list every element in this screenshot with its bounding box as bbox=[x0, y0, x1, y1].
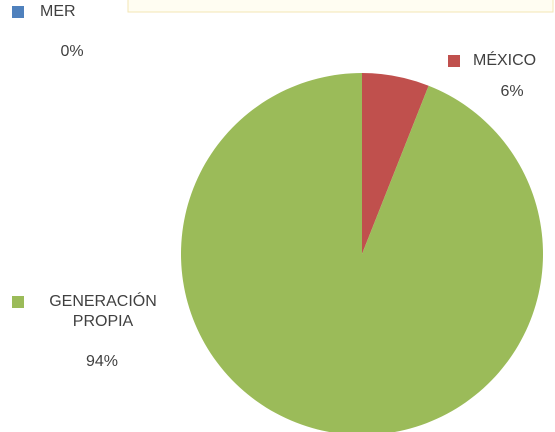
data-label-name: MER bbox=[40, 3, 76, 20]
legend-key bbox=[448, 55, 460, 67]
data-label-name: GENERACIÓN PROPIA bbox=[49, 293, 157, 330]
data-label-value: 0% bbox=[60, 43, 84, 60]
data-label-value: 6% bbox=[500, 83, 524, 100]
header-band bbox=[127, 0, 554, 13]
data-label-value: 94% bbox=[85, 353, 119, 370]
pie-slice bbox=[362, 73, 429, 254]
legend-key bbox=[12, 296, 24, 308]
legend-key bbox=[12, 6, 24, 18]
data-label-name: MÉXICO bbox=[473, 52, 537, 69]
pie-slice bbox=[181, 73, 543, 432]
